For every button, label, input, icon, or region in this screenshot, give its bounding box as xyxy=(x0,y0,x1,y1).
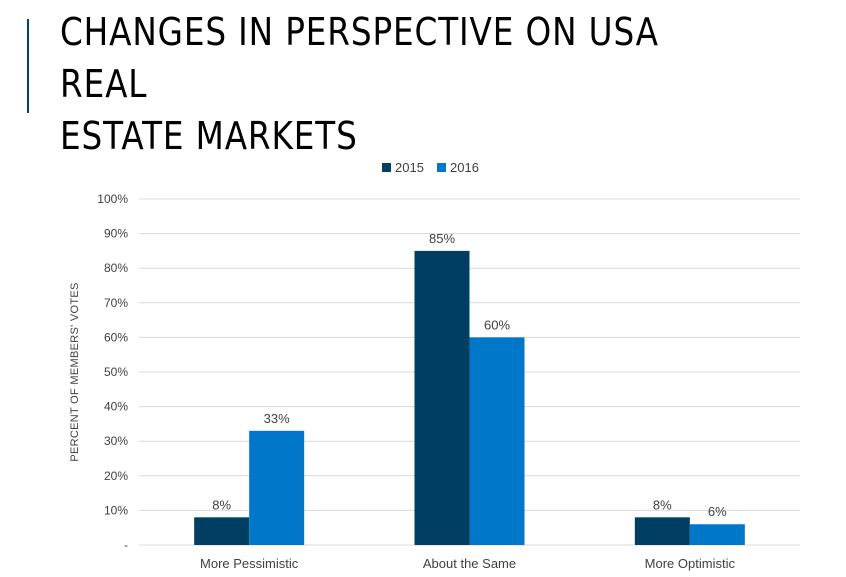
legend-swatch-2016 xyxy=(437,163,446,172)
bar-2015-1 xyxy=(414,250,470,545)
title-accent-bar xyxy=(27,19,29,113)
y-tick-label: 100% xyxy=(97,192,128,206)
y-tick-label: 80% xyxy=(104,261,128,275)
data-label: 85% xyxy=(429,231,455,246)
y-axis-tick-labels: - 10% 20% 30% 40% 50% 60% 70% 80% 90% 100% xyxy=(97,192,128,552)
title-line-1: Changes in Perspective on USA Real xyxy=(60,10,659,106)
legend-label-2016: 2016 xyxy=(450,160,479,175)
legend-label-2015: 2015 xyxy=(395,160,424,175)
bar-2016-2 xyxy=(689,524,745,545)
x-category-label: More Optimistic xyxy=(645,556,736,571)
bar-2015-2 xyxy=(634,517,690,545)
title-line-2: Estate Markets xyxy=(60,114,358,158)
y-tick-label: 20% xyxy=(104,469,128,483)
y-axis-label: PERCENT OF MEMBERS' VOTES xyxy=(69,282,81,461)
chart-data-labels: 8% 33% 85% 60% 8% 6% xyxy=(212,231,727,519)
y-tick-label: 60% xyxy=(104,330,128,344)
x-category-label: More Pessimistic xyxy=(200,556,299,571)
data-label: 60% xyxy=(484,317,510,332)
chart-legend: 2015 2016 xyxy=(382,160,479,175)
data-label: 8% xyxy=(212,497,231,512)
y-tick-label: 30% xyxy=(104,434,128,448)
y-tick-label: 40% xyxy=(104,400,128,414)
y-tick-label: 70% xyxy=(104,296,128,310)
x-category-label: About the Same xyxy=(423,556,516,571)
data-label: 33% xyxy=(264,411,290,426)
y-tick-label: 10% xyxy=(104,503,128,517)
chart-bars xyxy=(194,250,745,545)
bar-2016-0 xyxy=(249,430,305,545)
x-axis-category-labels: More Pessimistic About the Same More Optim… xyxy=(200,556,735,571)
data-label: 8% xyxy=(653,497,672,512)
bar-2015-0 xyxy=(194,517,250,545)
y-tick-label: 90% xyxy=(104,227,128,241)
data-label: 6% xyxy=(708,504,727,519)
legend-swatch-2015 xyxy=(382,163,391,172)
y-tick-label: - xyxy=(124,538,128,552)
y-tick-label: 50% xyxy=(104,365,128,379)
page-title: Changes in Perspective on USA Real Estat… xyxy=(60,6,714,162)
bar-2016-1 xyxy=(469,337,525,545)
